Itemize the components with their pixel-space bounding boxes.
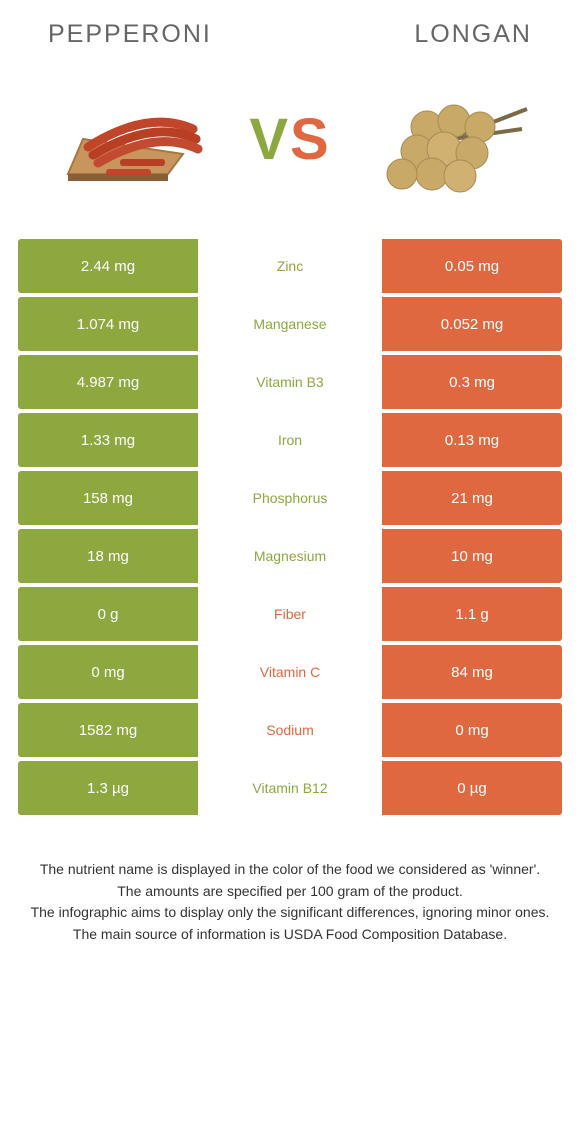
nutrient-table: 2.44 mgZinc0.05 mg1.074 mgManganese0.052… <box>18 239 562 815</box>
vs-s: S <box>290 107 331 172</box>
nutrient-label: Vitamin B3 <box>198 355 382 409</box>
right-value: 84 mg <box>382 645 562 699</box>
right-food-title: Longan <box>414 20 532 49</box>
nutrient-row: 18 mgMagnesium10 mg <box>18 529 562 583</box>
right-value: 0 mg <box>382 703 562 757</box>
vs-v: V <box>249 107 290 172</box>
left-value: 1.3 µg <box>18 761 198 815</box>
right-value: 0 µg <box>382 761 562 815</box>
nutrient-label: Zinc <box>198 239 382 293</box>
nutrient-label: Vitamin B12 <box>198 761 382 815</box>
footnote-line: The infographic aims to display only the… <box>28 903 552 923</box>
nutrient-label: Iron <box>198 413 382 467</box>
nutrient-row: 1582 mgSodium0 mg <box>18 703 562 757</box>
left-value: 1.33 mg <box>18 413 198 467</box>
nutrient-row: 158 mgPhosphorus21 mg <box>18 471 562 525</box>
right-value: 0.05 mg <box>382 239 562 293</box>
right-value: 21 mg <box>382 471 562 525</box>
left-value: 1582 mg <box>18 703 198 757</box>
left-value: 1.074 mg <box>18 297 198 351</box>
left-food-title: Pepperoni <box>48 20 212 49</box>
nutrient-row: 0 mgVitamin C84 mg <box>18 645 562 699</box>
left-value: 0 g <box>18 587 198 641</box>
nutrient-row: 4.987 mgVitamin B30.3 mg <box>18 355 562 409</box>
left-value: 2.44 mg <box>18 239 198 293</box>
nutrient-row: 1.3 µgVitamin B120 µg <box>18 761 562 815</box>
footnotes: The nutrient name is displayed in the co… <box>18 860 562 944</box>
right-value: 1.1 g <box>382 587 562 641</box>
nutrient-row: 2.44 mgZinc0.05 mg <box>18 239 562 293</box>
right-value: 0.13 mg <box>382 413 562 467</box>
right-food-image <box>372 79 532 199</box>
nutrient-row: 1.33 mgIron0.13 mg <box>18 413 562 467</box>
nutrient-row: 1.074 mgManganese0.052 mg <box>18 297 562 351</box>
left-value: 158 mg <box>18 471 198 525</box>
nutrient-label: Sodium <box>198 703 382 757</box>
left-value: 18 mg <box>18 529 198 583</box>
nutrient-row: 0 gFiber1.1 g <box>18 587 562 641</box>
nutrient-label: Fiber <box>198 587 382 641</box>
nutrient-label: Phosphorus <box>198 471 382 525</box>
footnote-line: The main source of information is USDA F… <box>28 925 552 945</box>
nutrient-label: Manganese <box>198 297 382 351</box>
footnote-line: The nutrient name is displayed in the co… <box>28 860 552 880</box>
right-value: 0.052 mg <box>382 297 562 351</box>
left-value: 4.987 mg <box>18 355 198 409</box>
nutrient-label: Magnesium <box>198 529 382 583</box>
footnote-line: The amounts are specified per 100 gram o… <box>28 882 552 902</box>
vs-label: VS <box>249 106 330 173</box>
right-value: 0.3 mg <box>382 355 562 409</box>
left-value: 0 mg <box>18 645 198 699</box>
left-food-image <box>48 79 208 199</box>
right-value: 10 mg <box>382 529 562 583</box>
nutrient-label: Vitamin C <box>198 645 382 699</box>
